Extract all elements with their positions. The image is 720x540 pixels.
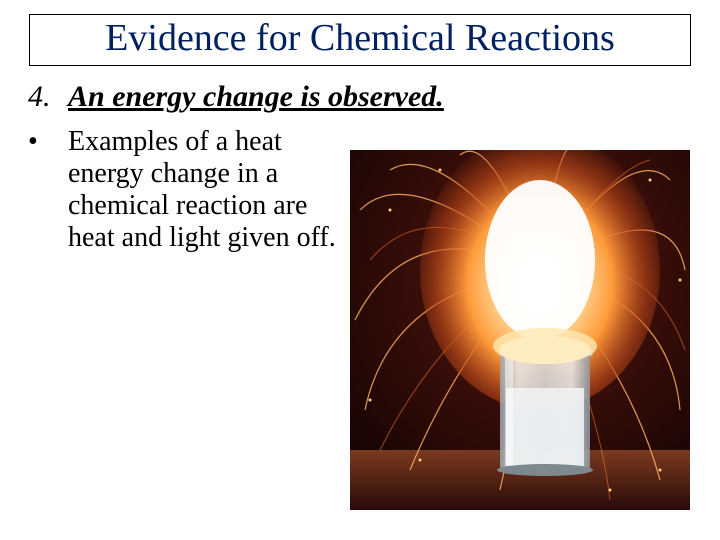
- bullet-icon: •: [28, 126, 68, 158]
- reaction-photo: [350, 150, 690, 510]
- numbered-point: 4. An energy change is observed.: [28, 80, 700, 114]
- title-box: Evidence for Chemical Reactions: [29, 14, 691, 66]
- body-text: Examples of a heat energy change in a ch…: [68, 126, 348, 255]
- slide: Evidence for Chemical Reactions 4. An en…: [0, 0, 720, 540]
- slide-title: Evidence for Chemical Reactions: [105, 17, 615, 59]
- subheading: An energy change is observed.: [68, 80, 444, 114]
- item-number: 4.: [28, 80, 68, 114]
